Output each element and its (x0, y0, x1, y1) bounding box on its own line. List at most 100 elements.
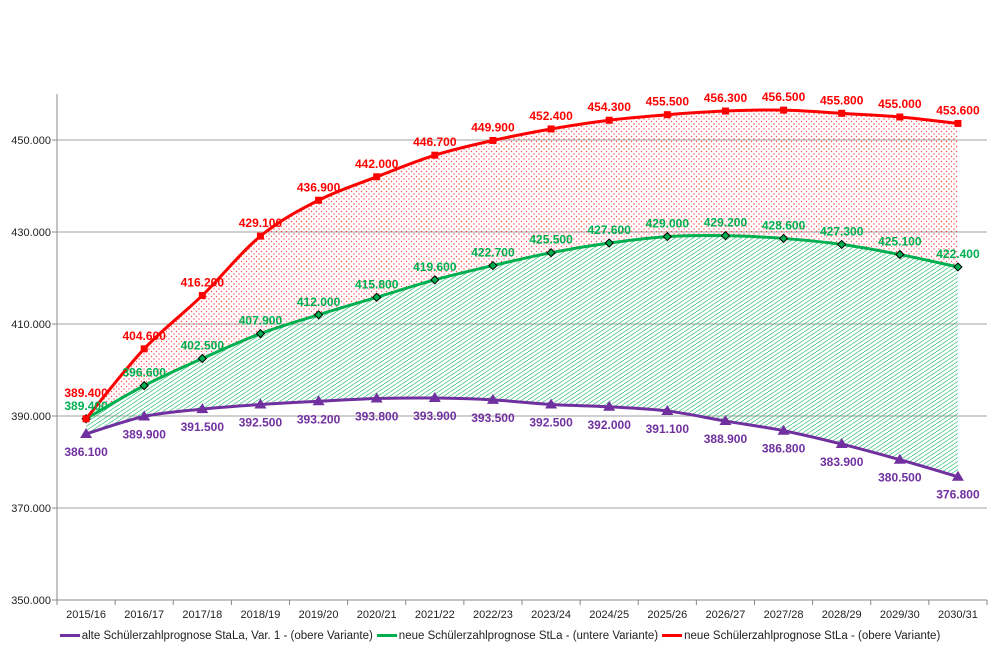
red-dot-fill (86, 109, 958, 419)
data-label: 388.900 (704, 432, 748, 446)
data-label: 391.100 (646, 422, 690, 436)
legend-label: alte Schülerzahlprognose StaLa, Var. 1 -… (81, 629, 373, 642)
x-tick-label: 2016/17 (124, 609, 164, 621)
data-label: 427.300 (820, 224, 864, 238)
legend-item: neue Schülerzahlprognose StLa - (obere V… (662, 630, 940, 642)
square-marker (780, 106, 788, 114)
triangle-marker (428, 392, 441, 403)
x-tick-label: 2025/26 (647, 609, 687, 621)
data-label: 427.600 (587, 223, 631, 237)
data-label: 455.000 (878, 97, 922, 111)
diamond-marker (430, 275, 440, 285)
legend-label: neue Schülerzahlprognose StLa - (obere V… (684, 629, 941, 642)
triangle-marker (80, 427, 93, 438)
data-label: 407.900 (239, 314, 283, 328)
data-label: 455.800 (820, 93, 864, 107)
square-marker (954, 119, 962, 127)
triangle-marker (254, 398, 267, 409)
data-label: 393.900 (413, 409, 457, 423)
data-label: 442.000 (355, 157, 399, 171)
data-label: 422.400 (936, 247, 980, 261)
data-label: 429.000 (646, 217, 690, 231)
x-tick-label: 2029/30 (880, 609, 920, 621)
data-label: 454.300 (587, 100, 631, 114)
y-tick-label: 350.000 (11, 595, 51, 607)
square-legend-icon (662, 634, 683, 637)
data-label: 416.200 (181, 275, 225, 289)
data-label: 425.100 (878, 235, 922, 249)
data-label: 429.100 (239, 216, 283, 230)
series-line (85, 234, 959, 421)
square-marker (431, 151, 439, 159)
data-label: 393.800 (355, 410, 399, 424)
square-marker (373, 173, 381, 181)
x-tick-label: 2026/27 (706, 609, 746, 621)
diamond-marker (836, 239, 847, 250)
square-marker (838, 109, 846, 117)
square-marker (489, 136, 497, 144)
data-label: 428.600 (762, 218, 806, 232)
x-tick-label: 2027/28 (764, 609, 804, 621)
data-label: 396.600 (122, 366, 166, 380)
data-label: 389.400 (64, 399, 108, 413)
x-tick-label: 2019/20 (299, 609, 339, 621)
data-label: 386.100 (64, 445, 108, 459)
data-labels: 386.100 389.900 391.500 392.500 393.200 393.8… (64, 90, 980, 502)
triangle-marker (545, 398, 558, 409)
diamond-marker (604, 238, 614, 248)
square-marker (315, 196, 323, 204)
data-label: 402.500 (181, 339, 225, 353)
data-label: 391.500 (181, 420, 225, 434)
data-label: 455.500 (646, 95, 690, 109)
chart: 350.000 370.000 390.000 410.000 430.000 450.0… (11, 90, 988, 621)
data-label: 392.500 (239, 416, 283, 430)
triangle-marker (486, 393, 499, 404)
diamond-marker (197, 353, 208, 364)
legend: alte Schülerzahlprognose StaLa, Var. 1 -… (0, 628, 1000, 642)
square-marker (721, 107, 729, 115)
series-line (84, 108, 959, 420)
data-label: 412.000 (297, 295, 341, 309)
green-hatch-fill (86, 235, 958, 477)
y-tick-label: 450.000 (11, 135, 51, 147)
triangle-marker (370, 392, 383, 403)
triangle-marker (312, 395, 325, 406)
diamond-marker (488, 260, 498, 271)
triangle-marker (719, 415, 732, 426)
triangle-legend-icon (59, 634, 80, 637)
square-marker (896, 113, 904, 121)
diamond-marker (778, 233, 789, 244)
data-label: 453.600 (936, 103, 980, 117)
square-marker (605, 116, 613, 124)
diamond-marker (953, 262, 963, 272)
diamond-marker (662, 231, 673, 242)
diamond-marker (255, 328, 266, 339)
data-label: 452.400 (529, 109, 573, 123)
data-label: 446.700 (413, 135, 457, 149)
diamond-marker (139, 380, 149, 391)
triangle-marker (777, 424, 790, 435)
data-label: 436.900 (297, 180, 341, 194)
x-tick-label: 2021/22 (415, 609, 455, 621)
triangle-marker (951, 470, 964, 481)
series (80, 106, 964, 481)
y-tick-label: 430.000 (11, 227, 51, 239)
triangle-marker (661, 404, 674, 415)
data-label: 415.800 (355, 277, 399, 291)
data-label: 422.700 (471, 246, 515, 260)
data-label: 429.200 (704, 216, 748, 230)
data-label: 389.400 (64, 386, 108, 400)
y-tick-label: 410.000 (11, 319, 51, 331)
data-label: 449.900 (471, 120, 515, 134)
data-label: 386.800 (762, 442, 806, 456)
data-label: 389.900 (122, 427, 166, 441)
data-label: 380.500 (878, 471, 922, 485)
area-fills (86, 109, 958, 477)
y-tick-label: 390.000 (11, 411, 51, 423)
data-label: 425.500 (529, 233, 573, 247)
data-label: 376.800 (936, 488, 980, 502)
legend-item: alte Schülerzahlprognose StaLa, Var. 1 -… (59, 629, 373, 642)
data-label: 393.500 (471, 411, 515, 425)
diamond-marker (371, 292, 382, 303)
diamond-marker (546, 247, 556, 258)
